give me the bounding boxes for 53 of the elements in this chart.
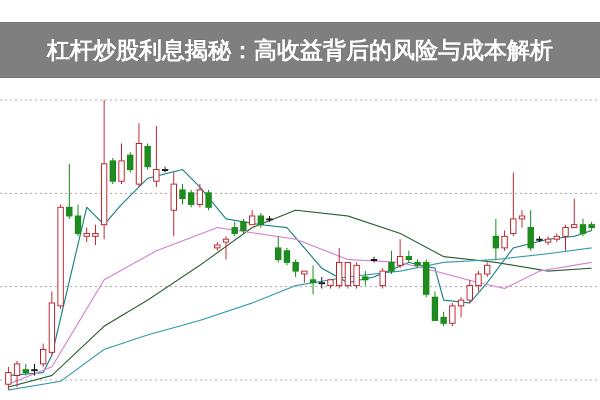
- candlestick: [92, 224, 99, 246]
- candlestick: [406, 250, 412, 263]
- candlestick: [248, 210, 256, 226]
- candlestick: [301, 270, 308, 284]
- candlestick: [528, 210, 534, 252]
- chart-title: 杠杆炒股利息揭秘：高收益背后的风险与成本解析: [46, 37, 553, 64]
- candlestick: [153, 126, 160, 188]
- candlestick: [118, 143, 125, 185]
- candlestick: [510, 172, 516, 237]
- candlestick: [562, 224, 569, 252]
- candlestick: [144, 143, 151, 170]
- candlestick: [74, 204, 82, 237]
- candlestick: [449, 302, 456, 327]
- candlestick: [571, 198, 578, 228]
- candlestick: [275, 236, 282, 263]
- candlestick: [222, 236, 230, 260]
- candlestick: [66, 163, 72, 220]
- candlestick: [318, 276, 325, 289]
- candlestick: [14, 360, 20, 388]
- candlestick: [240, 218, 247, 234]
- candlestick: [440, 311, 447, 327]
- candlestick: [196, 184, 204, 208]
- candlestick: [31, 363, 38, 376]
- candlestick: [40, 343, 46, 368]
- candlestick: [179, 184, 186, 205]
- candlestick: [380, 268, 386, 289]
- candlestick: [396, 238, 404, 269]
- candlestick: [466, 279, 473, 304]
- candlestick: [110, 158, 116, 185]
- candlestick: [232, 221, 238, 237]
- candlestick: [353, 262, 360, 289]
- candlestick: [258, 212, 264, 228]
- candlestick: [310, 264, 316, 295]
- candlestick: [127, 152, 134, 173]
- candlestick: [475, 270, 482, 292]
- candlestick: [205, 189, 212, 211]
- candlestick: [292, 259, 299, 278]
- candlestick: [362, 270, 368, 286]
- candlestick: [484, 262, 490, 278]
- candlestick: [344, 262, 352, 289]
- candlestick: [518, 210, 526, 228]
- candlestick: [5, 366, 12, 390]
- candlestick: [501, 230, 508, 252]
- candlestick: [84, 227, 90, 243]
- candlestick: [388, 250, 395, 274]
- candlestick: [492, 218, 500, 260]
- candlestick: [580, 218, 586, 237]
- candlestick: [284, 247, 290, 266]
- candlestick: [188, 189, 194, 208]
- candlestick: [458, 296, 464, 318]
- candlestick: [336, 247, 342, 289]
- candlestick: [22, 363, 29, 376]
- candlestick: [432, 290, 438, 321]
